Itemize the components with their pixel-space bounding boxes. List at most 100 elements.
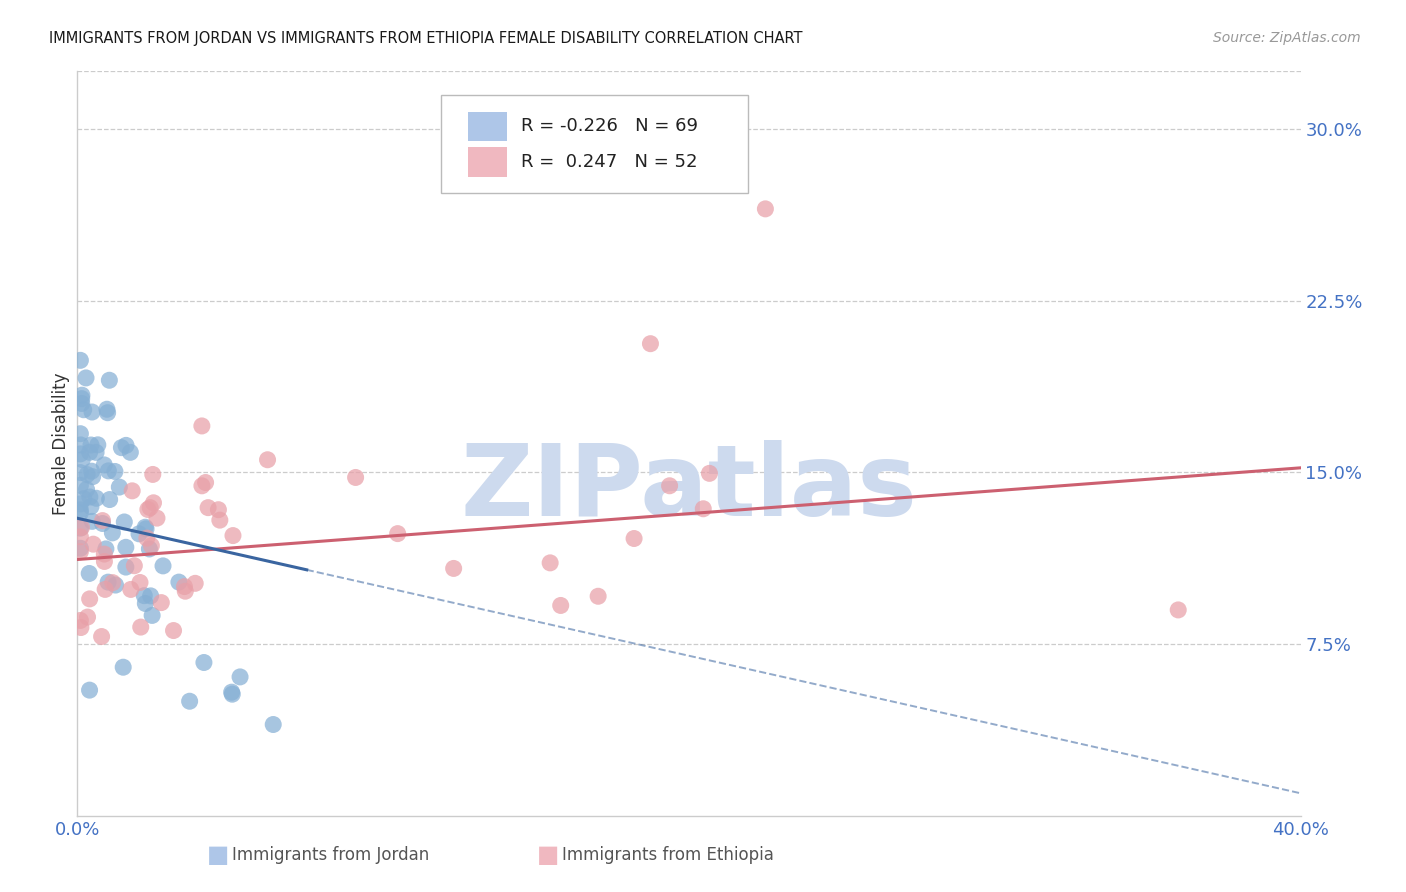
Point [69,521,91,535]
Point [82,469,104,483]
Point [194,475,217,490]
Point [142,496,165,510]
Point [114,541,136,555]
Point [134,520,156,534]
Point [69,541,91,556]
Point [162,624,184,638]
Point [699,467,721,481]
Point [69,466,91,480]
Point [93,458,115,472]
Text: Source: ZipAtlas.com: Source: ZipAtlas.com [1213,31,1361,45]
FancyBboxPatch shape [468,147,506,178]
Point [91,516,114,531]
Point [97,575,120,590]
Point [640,336,662,351]
Point [262,717,284,731]
Text: IMMIGRANTS FROM JORDAN VS IMMIGRANTS FROM ETHIOPIA FEMALE DISABILITY CORRELATION: IMMIGRANTS FROM JORDAN VS IMMIGRANTS FRO… [49,31,803,46]
Point [70,621,93,635]
Point [586,589,609,603]
Point [142,467,165,482]
Point [79,591,101,606]
Point [221,687,243,701]
Text: ■: ■ [537,843,560,866]
Point [69,530,91,544]
Point [69,447,91,461]
Point [86,491,108,506]
Point [70,520,93,534]
Point [658,479,681,493]
Point [79,490,101,504]
Point [69,544,91,558]
Text: Immigrants from Ethiopia: Immigrants from Ethiopia [562,846,775,863]
Point [229,670,252,684]
FancyBboxPatch shape [468,112,506,141]
Point [94,541,117,556]
Point [139,500,162,515]
Point [90,630,112,644]
Point [124,558,146,573]
Point [110,441,132,455]
Point [98,492,121,507]
Point [73,491,96,506]
Point [115,438,138,452]
Point [129,620,152,634]
Point [138,541,160,556]
Point [550,599,572,613]
Point [146,511,169,525]
Point [108,480,131,494]
Point [120,445,142,459]
Point [80,500,103,514]
Point [150,596,173,610]
Point [221,685,243,699]
Point [222,528,245,542]
FancyBboxPatch shape [440,95,748,193]
Point [70,392,93,406]
Text: R =  0.247   N = 52: R = 0.247 N = 52 [522,153,697,171]
Point [91,514,114,528]
Point [120,582,142,597]
Point [93,554,115,568]
Point [101,525,124,540]
Point [82,537,104,551]
Point [184,576,207,591]
Point [93,547,115,561]
Point [112,660,135,674]
Point [134,597,156,611]
Point [135,522,157,536]
Point [128,526,150,541]
Point [69,426,91,441]
Point [69,478,91,492]
Y-axis label: Female Disability: Female Disability [52,373,70,515]
Point [82,514,104,528]
Point [134,589,156,603]
Point [152,558,174,573]
Point [84,445,107,459]
Point [191,479,214,493]
Point [97,464,120,478]
Point [754,202,776,216]
Point [193,656,215,670]
Point [179,694,201,708]
Point [76,467,98,482]
Point [79,445,101,459]
Point [121,483,143,498]
Point [101,575,124,590]
Point [96,402,118,417]
Point [174,584,197,599]
Point [80,438,103,452]
Point [141,608,163,623]
Point [191,419,214,434]
Point [256,452,278,467]
Point [79,683,101,698]
Point [98,373,121,387]
Point [104,465,127,479]
Point [139,589,162,603]
Point [69,503,91,517]
Point [70,452,93,467]
Point [197,500,219,515]
Text: ZIPatlas: ZIPatlas [461,440,917,537]
Point [94,582,117,597]
Text: Immigrants from Jordan: Immigrants from Jordan [232,846,429,863]
Point [207,502,229,516]
Point [135,531,157,545]
